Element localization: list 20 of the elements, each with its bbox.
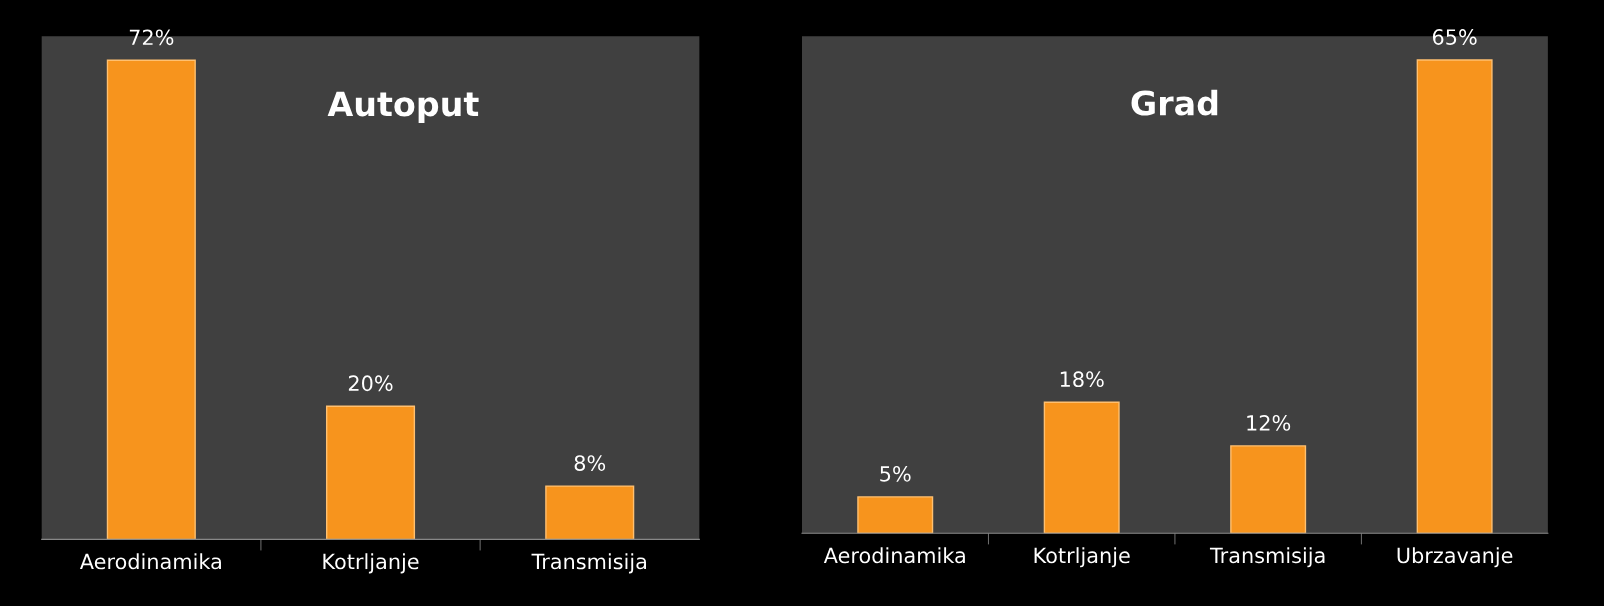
data-label: 72% [129,29,174,46]
x-tick-label: Ubrzavanje [1397,547,1513,568]
text: Grad [1131,89,1218,116]
data-label: 8% [574,455,606,471]
x-tick-label: Aerodinamika [79,553,221,570]
data-label: 12% [1247,415,1291,431]
x-tick-label: Aerodinamika [823,547,965,564]
bar [1416,59,1493,534]
data-label: 20% [348,375,393,392]
bar [1043,401,1120,534]
data-label: 65% [1432,29,1477,45]
x-tick-label: Kotrljanje [323,553,419,574]
text: Autoput [327,91,479,123]
x-tick-label: Kotrljanje [1034,547,1130,568]
bar [1230,445,1307,534]
x-tick-label: Transmisija [1209,547,1325,568]
data-label: 5% [880,465,911,482]
x-tick-label: Transmisija [531,553,647,574]
bar [857,496,934,534]
data-label: 18% [1060,371,1104,388]
